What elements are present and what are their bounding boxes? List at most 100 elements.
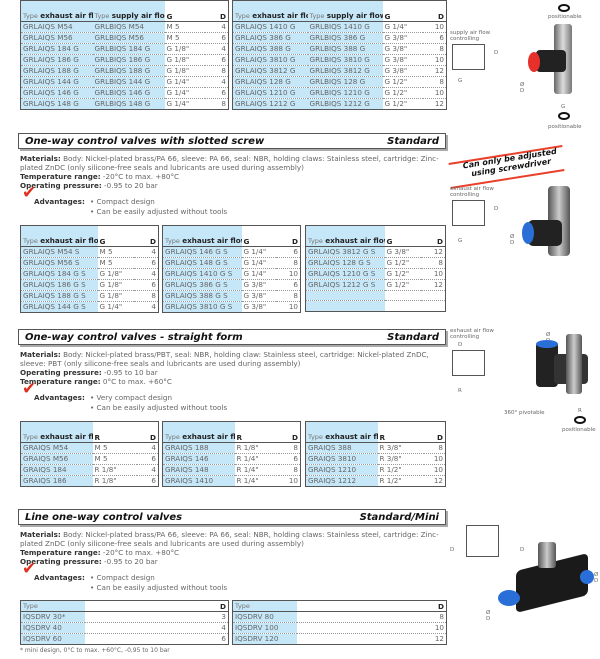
header-type-label: Type [308, 237, 323, 245]
spec-label: Operating pressure: [20, 181, 102, 190]
section-tag: Standard [387, 135, 439, 147]
table-cell: G 3/8" [241, 290, 276, 302]
table-cell: 10 [422, 54, 447, 66]
spec-label: Operating pressure: [20, 557, 102, 566]
table-cell: 6 [204, 54, 229, 66]
spec-label: Temperature range: [20, 377, 101, 386]
table-cell: 8 [275, 290, 301, 302]
product-table: Type exhaust air flow controllingRDGRAIQ… [305, 421, 446, 487]
table-cell: 6 [151, 476, 156, 485]
section-tag: Standard/Mini [359, 511, 439, 523]
table-cell: G 1/8" [97, 268, 134, 280]
table-cell: GRLAIQS 1212 G [232, 98, 308, 110]
table-row: IQSDRV 100 10 [232, 622, 447, 634]
table-cell: M 5 [164, 21, 205, 33]
header-text: exhaust air flow controlling [40, 236, 97, 245]
column-header: D [420, 225, 446, 247]
spec-value: -20°C to max. +80°C [102, 548, 180, 557]
column-header: D [278, 421, 301, 443]
header-text: D [438, 12, 444, 21]
table-cell: IQSDRV 80 [232, 611, 297, 623]
column-header: Type exhaust air flow controlling [162, 421, 235, 443]
header-text: D [438, 602, 444, 611]
table-cell: 10 [288, 302, 298, 311]
table-cell: G 1/2" [382, 76, 423, 88]
table-cell: 6 [133, 257, 159, 269]
table-cell: 10 [422, 21, 447, 33]
table-cell: GRLBIQS 1212 G [307, 98, 383, 110]
header-text: exhaust air flow controlling [40, 432, 92, 441]
column-header: D [136, 421, 159, 443]
header-type-label: Type [165, 433, 180, 441]
table-row: GRAIQS 146 R 1/4" 6 [162, 453, 301, 465]
table-cell [384, 290, 421, 302]
column-header: R [234, 421, 279, 443]
product-table: Type exhaust air flow controllingGDGRLAI… [305, 225, 446, 312]
header-text: D [292, 237, 298, 246]
section-header: Line one-way control valves Standard/Mini [18, 509, 446, 525]
table-row: GRAIQS 148 R 1/4" 8 [162, 464, 301, 476]
table-cell: GRLAIQS 1410 G S [162, 268, 242, 280]
table-cell: G 3/8" [241, 279, 276, 291]
header-text: exhaust air flow controlling [325, 432, 377, 441]
table-cell: G 3/8" [382, 32, 423, 44]
header-type-label: Type [23, 237, 38, 245]
flow-control-symbol-icon [452, 44, 485, 70]
table-cell: M 5 [97, 246, 134, 258]
table-cell: GRLBIQS 3812 G [307, 65, 383, 77]
column-header: Type [20, 600, 85, 612]
fitting-body [536, 342, 558, 387]
banner-text: Can only be adjusted using screwdriver [462, 146, 558, 179]
table-row: GRAIQS 188 R 1/8" 8 [162, 442, 301, 454]
port-d-label: D [520, 547, 525, 553]
table-cell: 12 [420, 279, 446, 291]
table-row: GRAIQS 1410 R 1/4" 10 [162, 475, 301, 487]
header-text: G [243, 237, 250, 246]
materials-text: Body: Nickel-plated brass/PBT, seal: NBR… [20, 350, 429, 368]
column-header: G [97, 225, 134, 247]
table-cell: 10 [423, 453, 446, 465]
table-cell: GRLAIQS 184 G S [20, 268, 98, 280]
screwdriver-banner: Can only be adjusted using screwdriver [448, 140, 568, 189]
table-cell: G 3/8" [382, 54, 423, 66]
spec-value: -0.95 to 20 bar [104, 181, 158, 190]
spec-line: Operating pressure: -0.95 to 20 bar [20, 181, 450, 190]
column-header: D [422, 0, 447, 22]
table-cell: 12 [433, 476, 443, 485]
advantages-label: Advantages: [34, 393, 85, 402]
column-header: D [275, 225, 301, 247]
table-cell: R 1/4" [236, 476, 259, 485]
product-table: Type exhaust air flow controllingRDGRAIQ… [162, 421, 301, 487]
table-cell: GRLAIQS 3812 G S [305, 246, 385, 258]
table-cell: 3 [84, 611, 229, 623]
section-header: One-way control valves with slotted scre… [18, 133, 446, 149]
spec-value: -0.95 to 20 bar [104, 557, 158, 566]
table-cell: GRLBIQS 128 G [307, 76, 383, 88]
table-cell: GRLBIQS 146 G [92, 87, 165, 99]
table-cell [385, 301, 421, 311]
header-text: D [220, 602, 226, 611]
header-text: D [437, 237, 443, 246]
table-cell: G 1/8" [97, 290, 134, 302]
table-cell: G 1/8" [97, 279, 134, 291]
table-cell: GRLAIQS 3810 G S [162, 301, 242, 313]
flow-control-symbol-icon [452, 350, 485, 376]
table-row [305, 300, 446, 312]
table-cell: G 1/8" [164, 54, 205, 66]
column-header: Type exhaust air flow controlling [232, 0, 308, 22]
table-cell: 6 [204, 32, 229, 44]
header-type-label: Type [23, 433, 38, 441]
table-cell: 4 [84, 622, 229, 634]
table-cell: 10 [288, 476, 298, 485]
header-type-label: Type [94, 12, 110, 20]
header-text: exhaust air flow controlling [252, 11, 307, 20]
